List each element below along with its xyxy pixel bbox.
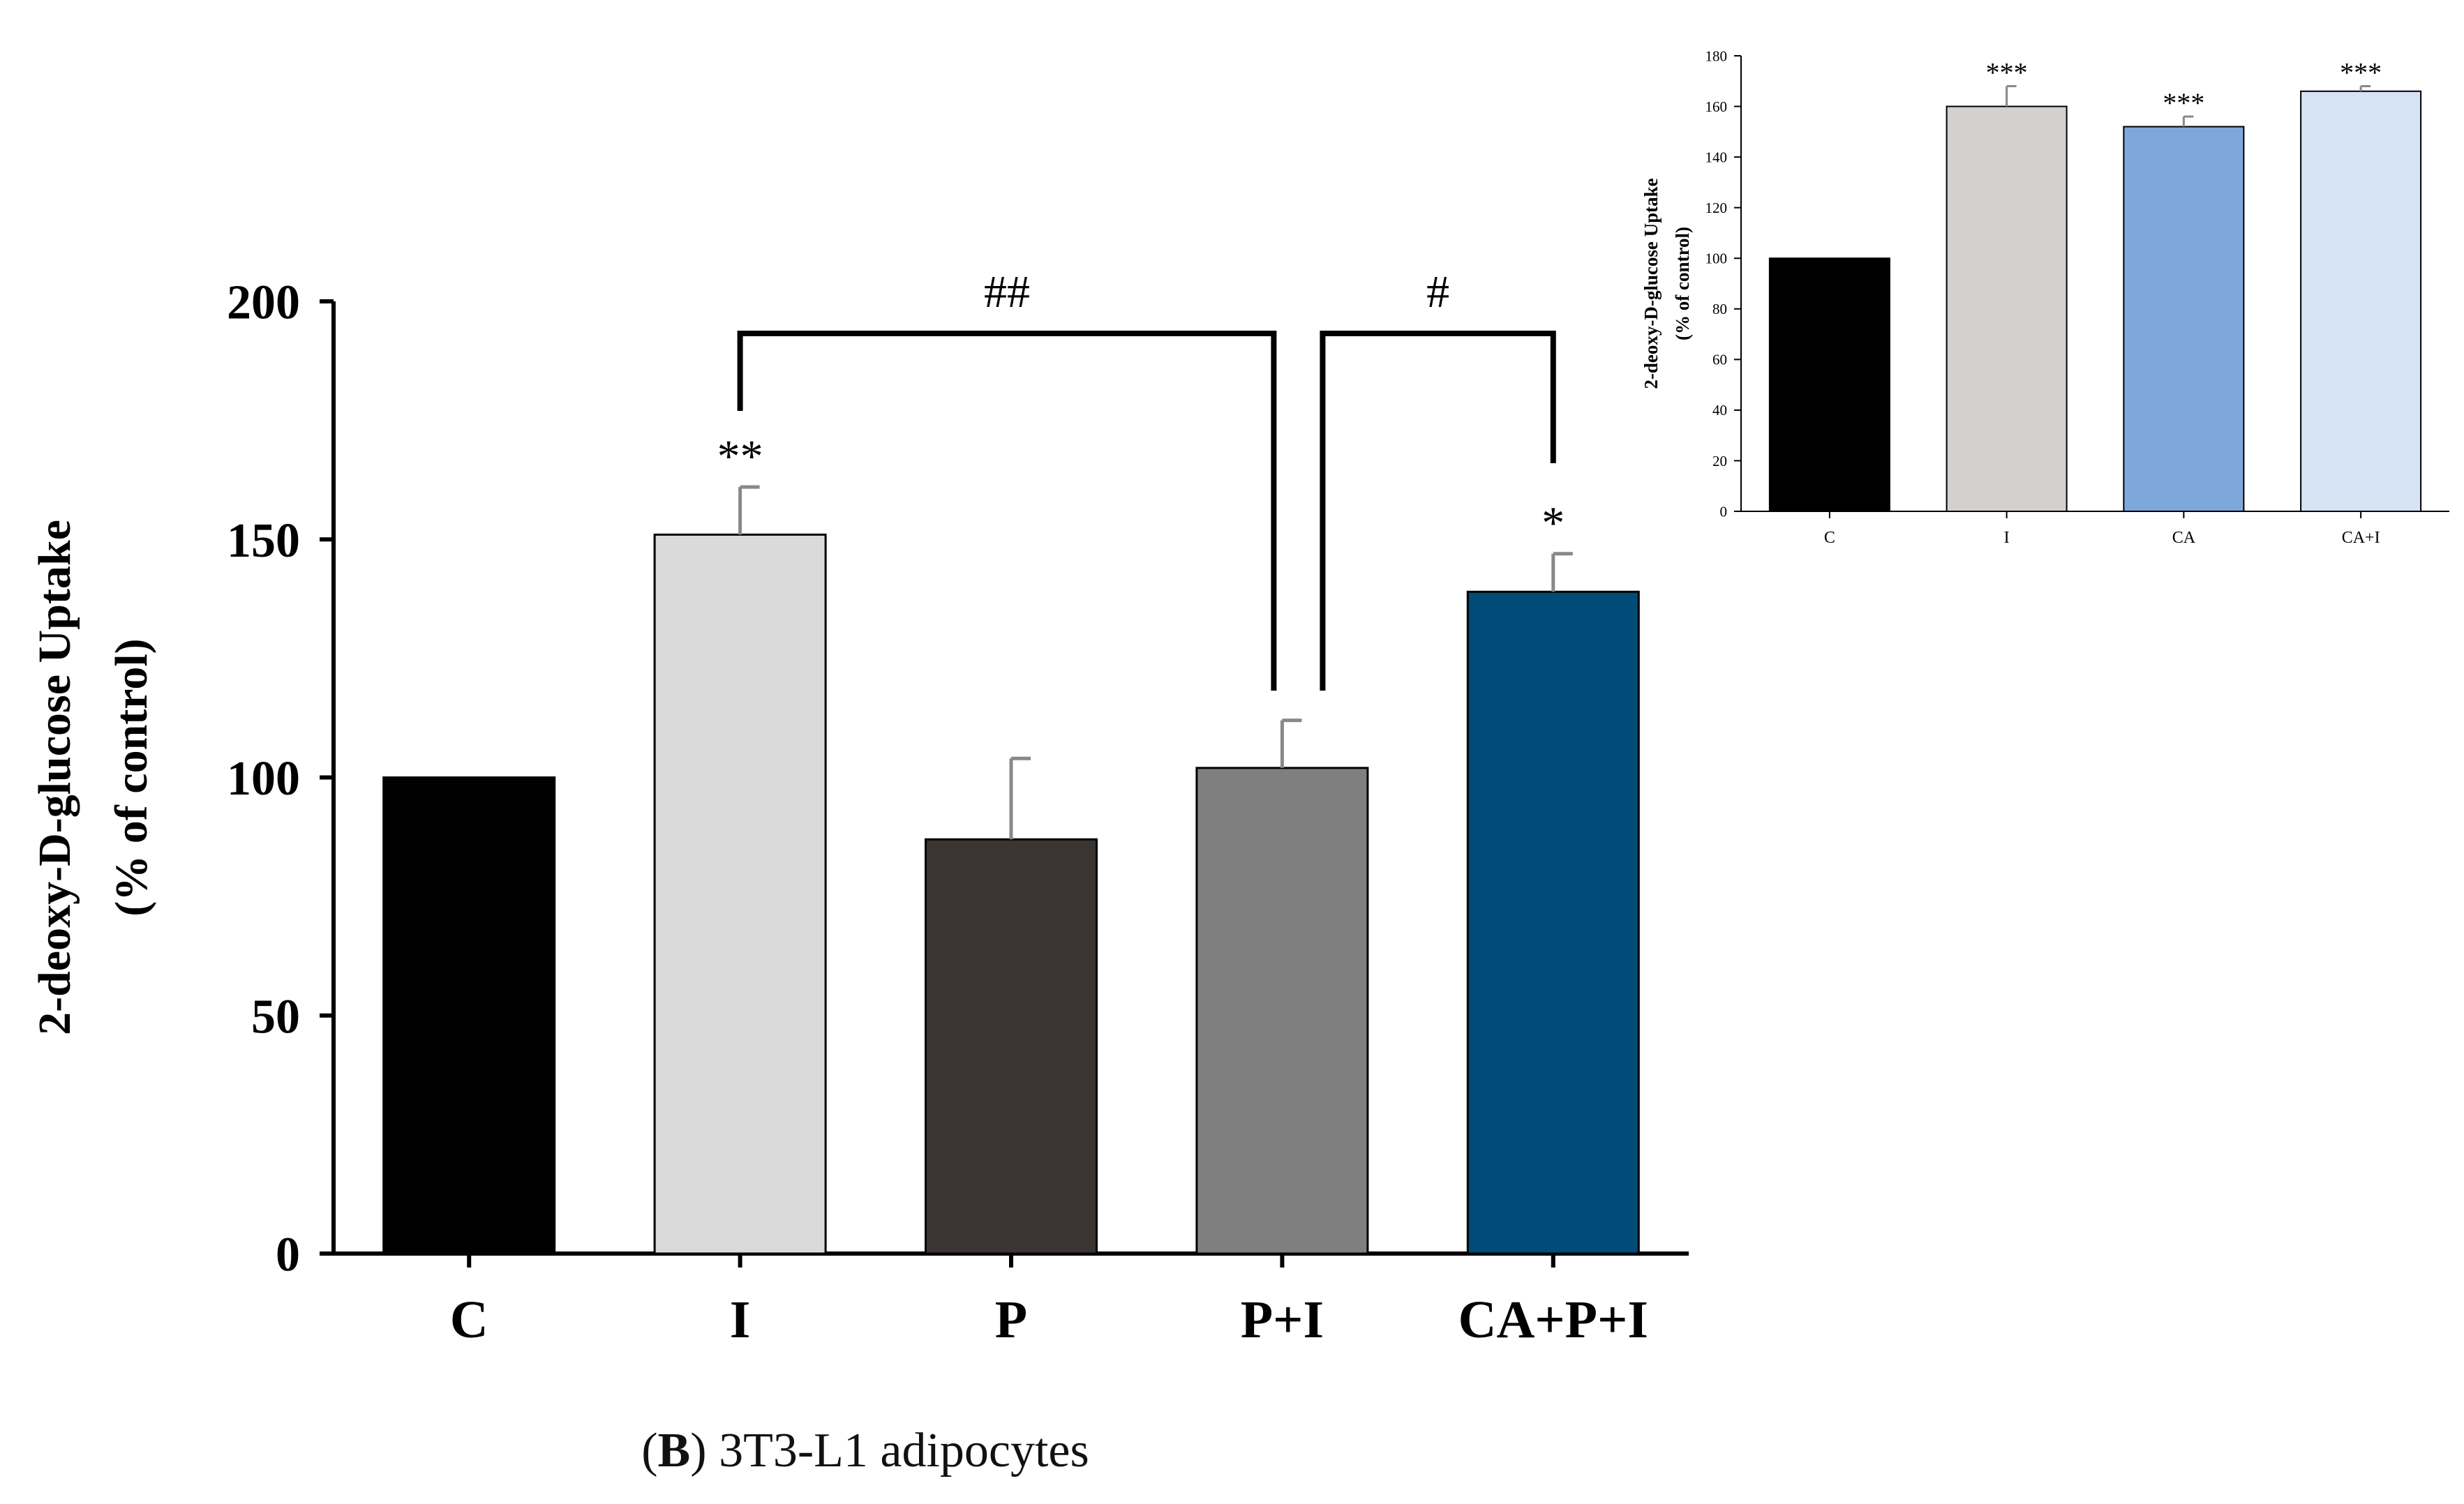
- y-tick-label: 200: [227, 276, 300, 330]
- bracket-label: #: [1426, 266, 1449, 317]
- bar-ca-plus-p-plus-i: [1466, 590, 1640, 1255]
- inset-bar-chart: 0 20 40 60 80 100 120 140 160 180 C I *** CA *** CA+I **…: [1641, 47, 2449, 547]
- significance-bracket: [737, 331, 1277, 691]
- significance-label: ***: [2163, 87, 2204, 119]
- significance-label: ***: [2340, 57, 2382, 89]
- significance-bracket: [1320, 331, 1556, 691]
- bar-i: [653, 533, 827, 1255]
- y-tick-label: 80: [1712, 301, 1727, 317]
- y-tick-label: 100: [227, 752, 300, 806]
- y-tick-label: 60: [1712, 352, 1727, 368]
- significance-label: **: [717, 431, 763, 482]
- x-tick-label: P+I: [1241, 1291, 1324, 1349]
- y-tick-label: 50: [251, 990, 300, 1044]
- figure-caption: (B) 3T3-L1 adipocytes: [641, 1424, 1089, 1477]
- y-tick-label: 160: [1705, 98, 1728, 115]
- bar-ca-plus-i: [2300, 90, 2422, 513]
- x-tick-label: I: [2004, 529, 2010, 547]
- y-tick-label: 120: [1705, 200, 1728, 216]
- x-tick-label: I: [730, 1291, 751, 1349]
- bar-p-plus-i: [1195, 767, 1369, 1255]
- caption-text: 3T3-L1 adipocytes: [719, 1424, 1089, 1477]
- bar-c: [382, 776, 556, 1255]
- y-tick-label: 20: [1712, 453, 1727, 469]
- y-tick-label: 140: [1705, 149, 1728, 165]
- y-tick-label: 0: [1720, 503, 1728, 520]
- y-tick-label: 180: [1705, 47, 1728, 64]
- y-tick-label: 100: [1705, 250, 1728, 267]
- bar-ca: [2123, 126, 2245, 513]
- y-axis-label-line1: 2-deoxy-D-glucose Uptake: [1641, 178, 1662, 389]
- y-axis-label-line2: (% of control): [1672, 227, 1693, 340]
- bar-c: [1768, 257, 1890, 512]
- x-tick-label: C: [450, 1291, 488, 1349]
- y-tick-label: 40: [1712, 402, 1727, 419]
- x-tick-label: C: [1824, 529, 1835, 547]
- bar-i: [1946, 105, 2068, 513]
- significance-label: *: [1541, 498, 1565, 549]
- x-tick-label: CA+P+I: [1458, 1291, 1648, 1349]
- y-axis-label-line2: (% of control): [106, 638, 157, 916]
- x-tick-label: P: [995, 1291, 1027, 1349]
- y-axis-label-line1: 2-deoxy-D-glucose Uptake: [29, 520, 80, 1035]
- y-tick-label: 0: [276, 1228, 300, 1282]
- caption-panel-letter: B: [657, 1424, 691, 1477]
- bracket-label: ##: [984, 266, 1030, 317]
- x-tick-label: CA+I: [2342, 529, 2380, 547]
- bar-p: [925, 838, 1098, 1255]
- main-bar-chart: 0 50 100 150 200 C I ** P P+I CA+P+I * 2-deoxy-D-glu…: [29, 266, 1689, 1349]
- y-tick-label: 150: [227, 514, 300, 568]
- significance-label: ***: [1986, 57, 2028, 89]
- x-tick-label: CA: [2172, 529, 2196, 547]
